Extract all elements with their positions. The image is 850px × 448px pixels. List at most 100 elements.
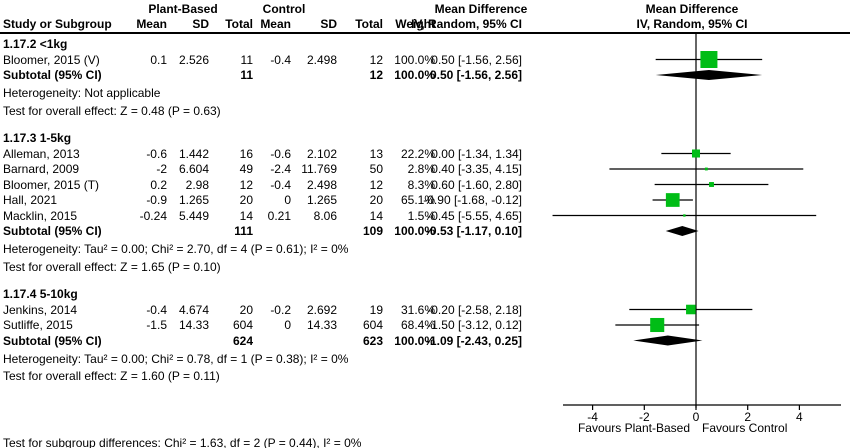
total-control: 12 <box>369 177 383 192</box>
subtotal-total-plant: 624 <box>232 333 253 348</box>
heterogeneity-note: Heterogeneity: Not applicable <box>3 86 161 100</box>
effect-square <box>686 304 696 315</box>
ci-value: -0.90 [-1.68, -0.12] <box>423 193 522 207</box>
subgroup-label: 1.17.3 1-5kg <box>3 131 72 145</box>
subtotal-label: Subtotal (95% CI) <box>3 224 102 238</box>
study-name: Bloomer, 2015 (V) <box>3 52 100 67</box>
sd-plant: 14.33 <box>178 318 209 332</box>
sd-plant: 1.265 <box>178 193 209 207</box>
ci-value: 0.50 [-1.56, 2.56] <box>431 52 522 67</box>
mean-control: 0 <box>284 193 291 207</box>
ci-value: 0.60 [-1.60, 2.80] <box>431 177 522 192</box>
study-name: Jenkins, 2014 <box>3 302 78 317</box>
col-header-mean-plant: Mean <box>136 17 167 31</box>
heterogeneity-note: Heterogeneity: Tau² = 0.00; Chi² = 2.70,… <box>3 242 349 256</box>
subtotal-total-control: 623 <box>362 333 383 348</box>
effect-square <box>665 193 680 207</box>
mean-control: 0.21 <box>267 208 291 223</box>
study-name: Barnard, 2009 <box>3 162 80 176</box>
col-header-total-control: Total <box>355 17 383 31</box>
mean-plant: 0.1 <box>150 52 167 67</box>
total-control: 20 <box>369 193 383 207</box>
heterogeneity-note: Heterogeneity: Tau² = 0.00; Chi² = 0.78,… <box>3 351 349 366</box>
weight-value: 2.8% <box>407 162 435 176</box>
total-plant: 49 <box>239 162 253 176</box>
subtotal-total-control: 12 <box>369 68 383 82</box>
subtotal-ci: 0.50 [-1.56, 2.56] <box>429 68 522 82</box>
subtotal-label: Subtotal (95% CI) <box>3 333 102 348</box>
weight-value: 1.5% <box>407 208 435 223</box>
col-header-weight: Weight <box>395 17 435 31</box>
mean-plant: -1.5 <box>146 318 167 332</box>
header-separator-line <box>0 32 850 34</box>
sd-plant: 2.526 <box>178 52 209 67</box>
subtotal-diamond <box>665 226 699 236</box>
sd-control: 2.102 <box>306 146 337 161</box>
weight-value: 100.0% <box>394 52 435 67</box>
group-header-control: Control <box>262 2 306 16</box>
group-header-plant-based: Plant-Based <box>148 2 218 16</box>
mean-plant: -0.9 <box>146 193 167 207</box>
ci-value: 0.40 [-3.35, 4.15] <box>431 162 522 176</box>
mean-plant: -0.24 <box>139 208 167 223</box>
total-control: 13 <box>369 146 383 161</box>
mean-plant: 0.2 <box>150 177 167 192</box>
sd-control: 2.498 <box>306 177 337 192</box>
favours-right-label: Favours Control <box>702 421 788 435</box>
weight-value: 22.2% <box>400 146 435 161</box>
total-control: 604 <box>362 318 383 332</box>
sd-control: 11.769 <box>301 162 337 176</box>
col-header-study: Study or Subgroup <box>3 17 112 31</box>
subgroup-label: 1.17.4 5-10kg <box>3 287 78 301</box>
sd-plant: 1.442 <box>178 146 209 161</box>
subgroup-difference-note: Test for subgroup differences: Chi² = 1.… <box>3 436 362 448</box>
subtotal-weight: 100.0% <box>394 68 435 82</box>
study-name: Alleman, 2013 <box>3 146 80 161</box>
total-plant: 20 <box>239 302 253 317</box>
total-control: 50 <box>369 162 383 176</box>
plot-title-method: IV, Random, 95% CI <box>636 17 748 31</box>
total-plant: 12 <box>239 177 253 192</box>
study-name: Macklin, 2015 <box>3 208 78 223</box>
study-name: Bloomer, 2015 (T) <box>3 177 100 192</box>
total-plant: 11 <box>240 52 253 67</box>
sd-plant: 6.604 <box>178 162 209 176</box>
mean-control: 0 <box>284 318 291 332</box>
effect-square <box>704 167 708 171</box>
total-plant: 604 <box>232 318 253 332</box>
total-plant: 20 <box>239 193 253 207</box>
effect-square <box>700 51 718 68</box>
weight-value: 68.4% <box>400 318 435 332</box>
subtotal-ci: -1.09 [-2.43, 0.25] <box>425 333 522 348</box>
weight-value: 65.1% <box>400 193 435 207</box>
study-name: Hall, 2021 <box>3 193 58 207</box>
effect-square <box>683 214 686 217</box>
col-header-sd-plant: SD <box>192 17 209 31</box>
mean-control: -0.4 <box>270 177 291 192</box>
mean-plant: -0.6 <box>146 146 167 161</box>
effect-square <box>691 149 701 158</box>
total-plant: 16 <box>239 146 253 161</box>
mean-control: -0.6 <box>270 146 291 161</box>
subtotal-total-plant: 11 <box>240 68 253 82</box>
overall-effect-note: Test for overall effect: Z = 1.65 (P = 0… <box>3 259 221 274</box>
favours-left-label: Favours Plant-Based <box>577 421 690 435</box>
subtotal-diamond <box>633 335 703 346</box>
overall-effect-note: Test for overall effect: Z = 1.60 (P = 0… <box>3 369 220 383</box>
mean-control: -0.4 <box>270 52 291 67</box>
sd-plant: 4.674 <box>178 302 209 317</box>
subtotal-weight: 100.0% <box>394 224 435 238</box>
col-header-mean-control: Mean <box>260 17 291 31</box>
effect-square <box>650 317 665 333</box>
effect-square <box>709 182 714 187</box>
col-header-sd-control: SD <box>320 17 337 31</box>
group-header-mean-difference: Mean Difference <box>434 2 528 16</box>
weight-value: 31.6% <box>400 302 435 317</box>
plot-title-mean-difference: Mean Difference <box>645 2 739 16</box>
sd-plant: 5.449 <box>178 208 209 223</box>
overall-effect-note: Test for overall effect: Z = 0.48 (P = 0… <box>3 103 221 118</box>
total-control: 14 <box>369 208 383 223</box>
study-name: Sutliffe, 2015 <box>3 318 73 332</box>
total-plant: 14 <box>239 208 253 223</box>
